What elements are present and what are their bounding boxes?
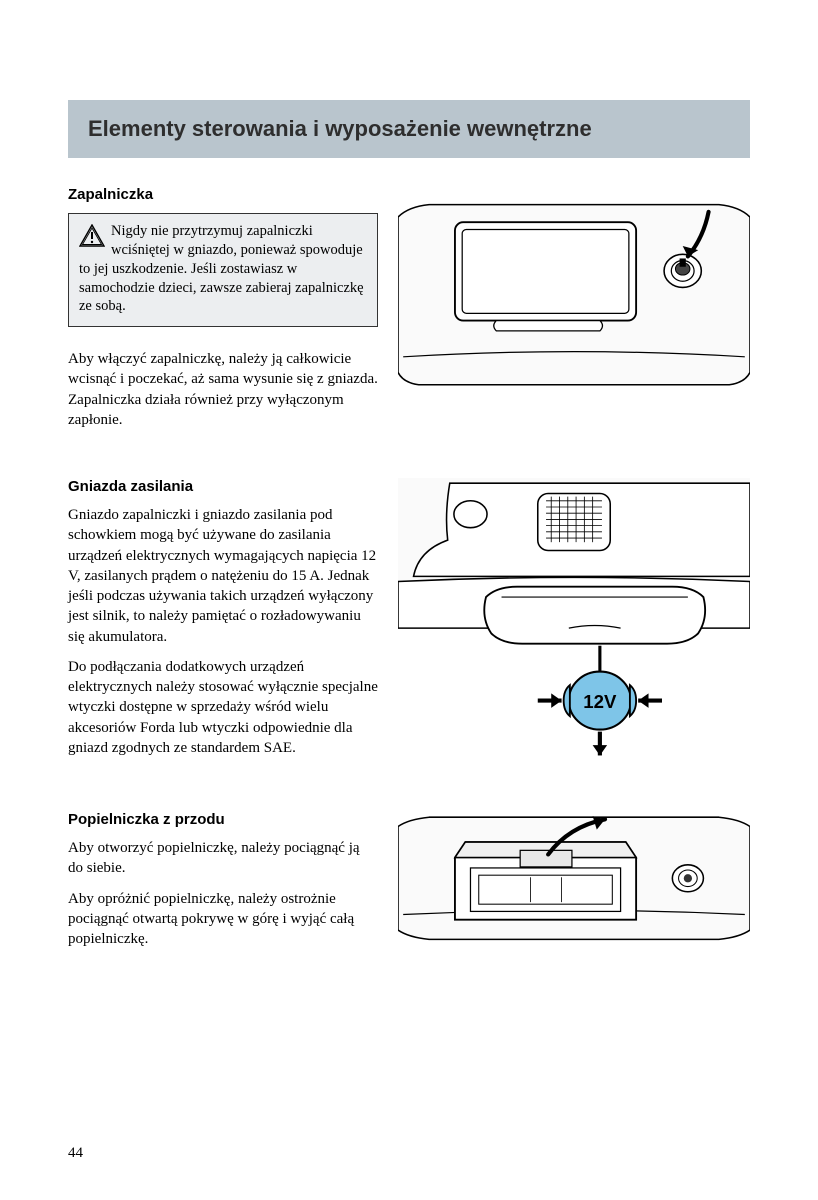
warning-text: Nigdy nie przytrzymuj zapalniczki wciśni… [79, 222, 367, 316]
section-lighter-illustration [398, 186, 750, 440]
power-body-2: Do podłączania dodatkowych urządzeń elek… [68, 657, 378, 758]
page-number: 44 [68, 1145, 83, 1162]
power-body-1: Gniazdo zapalniczki i gniazdo zasilania … [68, 505, 378, 647]
section-power-text: Gniazda zasilania Gniazdo zapalniczki i … [68, 478, 378, 773]
power-heading: Gniazda zasilania [68, 478, 378, 495]
section-lighter-text: Zapalniczka Nigdy nie przytrzymuj zapaln… [68, 186, 378, 440]
socket-voltage-label: 12V [583, 691, 617, 712]
ashtray-body-1: Aby otworzyć popielniczkę, należy pociąg… [68, 838, 378, 879]
ashtray-illustration-icon [398, 811, 750, 987]
chapter-title: Elementy sterowania i wyposażenie wewnęt… [88, 116, 730, 142]
section-power: Gniazda zasilania Gniazdo zapalniczki i … [68, 478, 750, 773]
section-ashtray: Popielniczka z przodu Aby otworzyć popie… [68, 811, 750, 992]
section-ashtray-text: Popielniczka z przodu Aby otworzyć popie… [68, 811, 378, 992]
chapter-header: Elementy sterowania i wyposażenie wewnęt… [68, 100, 750, 158]
section-power-illustration: 12V [398, 478, 750, 773]
lighter-illustration-icon [398, 186, 750, 393]
section-lighter: Zapalniczka Nigdy nie przytrzymuj zapaln… [68, 186, 750, 440]
warning-box: Nigdy nie przytrzymuj zapalniczki wciśni… [68, 213, 378, 327]
section-ashtray-illustration [398, 811, 750, 992]
ashtray-heading: Popielniczka z przodu [68, 811, 378, 828]
ashtray-body-2: Aby opróżnić popielniczkę, należy ostroż… [68, 889, 378, 950]
power-socket-illustration-icon: 12V [398, 478, 750, 768]
lighter-body: Aby włączyć zapalniczkę, należy ją całko… [68, 349, 378, 430]
lighter-heading: Zapalniczka [68, 186, 378, 203]
warning-triangle-icon [79, 224, 105, 248]
